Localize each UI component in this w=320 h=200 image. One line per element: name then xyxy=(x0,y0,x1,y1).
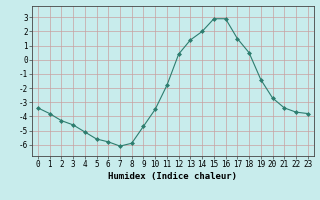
X-axis label: Humidex (Indice chaleur): Humidex (Indice chaleur) xyxy=(108,172,237,181)
